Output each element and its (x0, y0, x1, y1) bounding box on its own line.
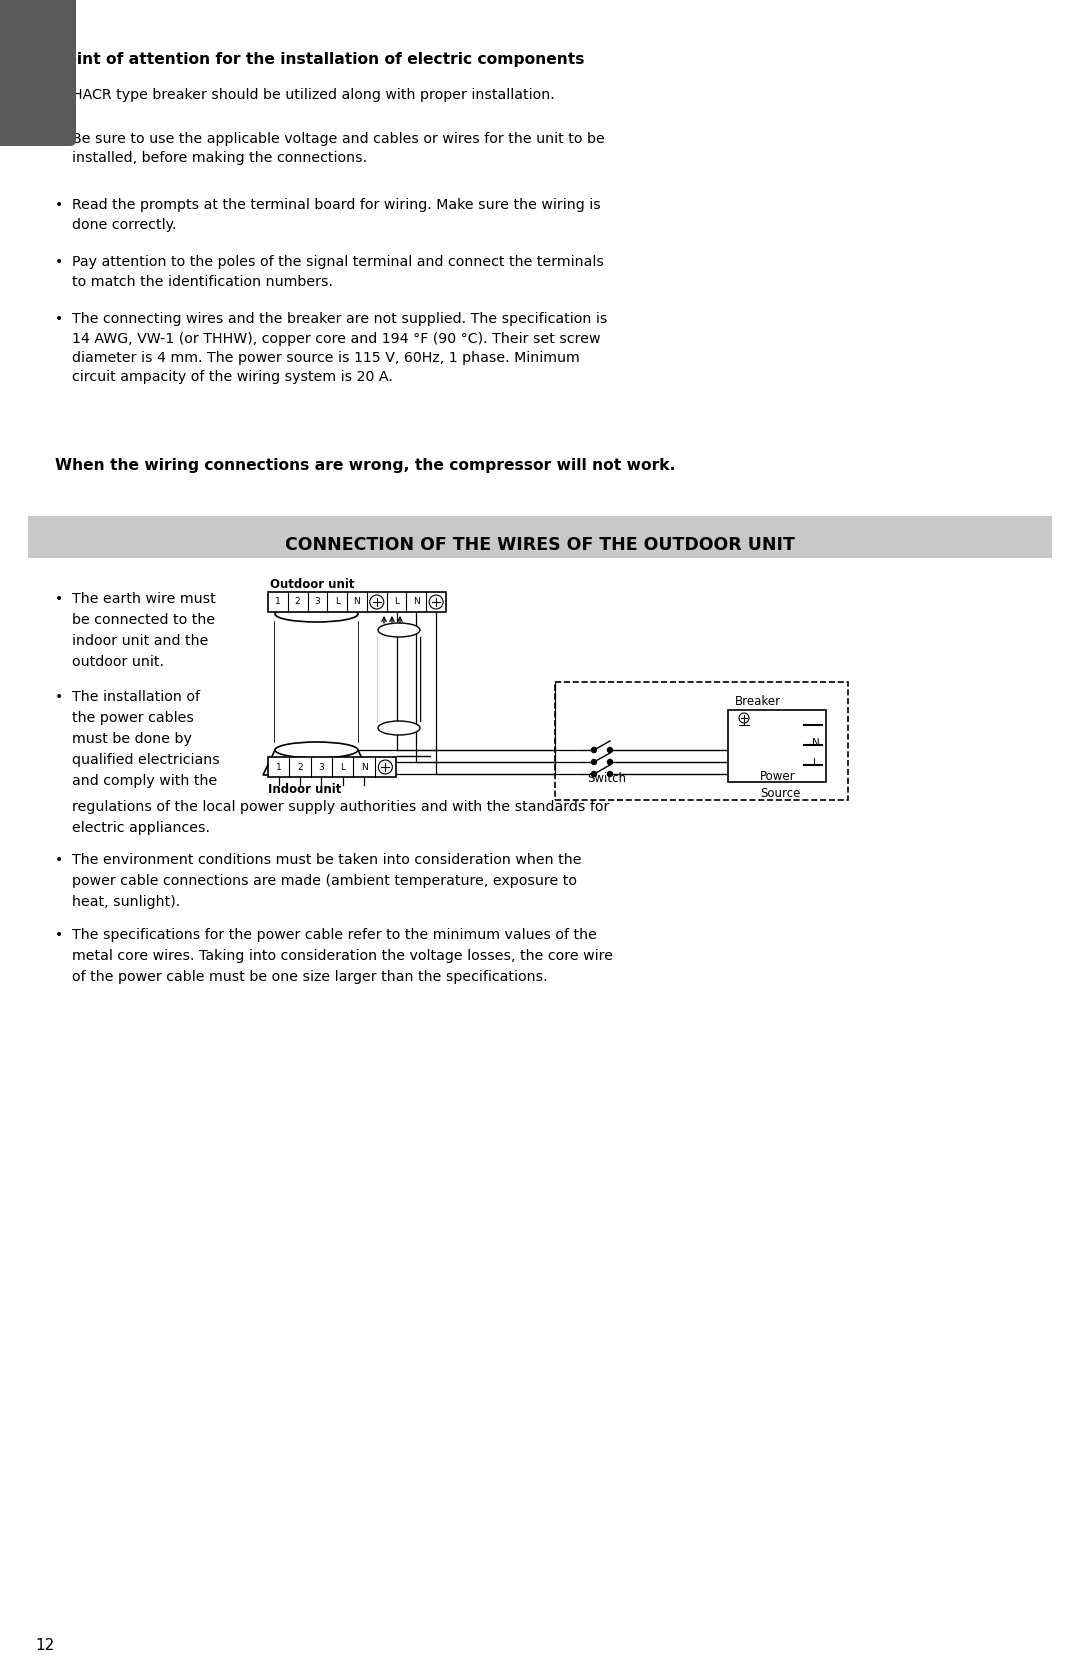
Text: CONNECTION OF THE WIRES OF THE OUTDOOR UNIT: CONNECTION OF THE WIRES OF THE OUTDOOR U… (285, 536, 795, 554)
Text: •: • (55, 928, 64, 941)
Ellipse shape (275, 606, 357, 623)
Text: The environment conditions must be taken into consideration when the: The environment conditions must be taken… (72, 853, 581, 866)
Text: be connected to the: be connected to the (72, 613, 215, 628)
Text: 2: 2 (295, 598, 300, 606)
Text: •: • (55, 853, 64, 866)
Text: 1: 1 (275, 763, 282, 771)
Text: qualified electricians: qualified electricians (72, 753, 219, 768)
Text: •: • (55, 132, 64, 145)
Text: L: L (394, 598, 399, 606)
Circle shape (739, 713, 750, 723)
Text: N: N (353, 598, 361, 606)
Text: Power
Source: Power Source (760, 769, 800, 799)
Bar (275, 614, 357, 749)
Text: L: L (335, 598, 340, 606)
Text: •: • (55, 199, 64, 212)
Text: regulations of the local power supply authorities and with the standards for: regulations of the local power supply au… (72, 799, 609, 814)
Text: 3: 3 (314, 598, 321, 606)
Text: L: L (340, 763, 346, 771)
Text: the power cables: the power cables (72, 711, 194, 724)
Polygon shape (264, 749, 370, 774)
Text: When the wiring connections are wrong, the compressor will not work.: When the wiring connections are wrong, t… (55, 457, 675, 472)
Circle shape (592, 771, 596, 776)
Text: Outdoor unit: Outdoor unit (270, 577, 354, 591)
Text: N: N (413, 598, 420, 606)
Circle shape (607, 771, 612, 776)
Text: 3: 3 (319, 763, 324, 771)
Text: Indoor unit: Indoor unit (268, 783, 341, 796)
Text: •: • (55, 689, 64, 704)
Circle shape (607, 748, 612, 753)
Text: N: N (361, 763, 367, 771)
Text: Point of attention for the installation of electric components: Point of attention for the installation … (55, 52, 584, 67)
Text: The earth wire must: The earth wire must (72, 592, 216, 606)
Circle shape (592, 748, 596, 753)
Text: The specifications for the power cable refer to the minimum values of the: The specifications for the power cable r… (72, 928, 597, 941)
Bar (268, 758, 396, 778)
Text: and comply with the: and comply with the (72, 774, 217, 788)
Text: Breaker: Breaker (735, 694, 781, 708)
Text: N: N (812, 738, 820, 748)
FancyBboxPatch shape (0, 0, 76, 145)
Circle shape (369, 596, 383, 609)
Text: Read the prompts at the terminal board for wiring. Make sure the wiring is
done : Read the prompts at the terminal board f… (72, 199, 600, 232)
Bar (268, 592, 446, 613)
Ellipse shape (378, 721, 420, 734)
Text: •: • (55, 592, 64, 606)
Text: must be done by: must be done by (72, 733, 192, 746)
Text: indoor unit and the: indoor unit and the (72, 634, 208, 648)
Text: 2: 2 (297, 763, 302, 771)
Circle shape (378, 759, 392, 774)
Text: metal core wires. Taking into consideration the voltage losses, the core wire: metal core wires. Taking into considerat… (72, 950, 613, 963)
Text: electric appliances.: electric appliances. (72, 821, 210, 834)
Text: L: L (813, 758, 819, 768)
Text: Be sure to use the applicable voltage and cables or wires for the unit to be
ins: Be sure to use the applicable voltage an… (72, 132, 605, 165)
Ellipse shape (378, 623, 420, 638)
Text: of the power cable must be one size larger than the specifications.: of the power cable must be one size larg… (72, 970, 548, 985)
Bar (28, 516, 1052, 557)
Text: 12: 12 (35, 1637, 54, 1652)
Text: power cable connections are made (ambient temperature, exposure to: power cable connections are made (ambien… (72, 875, 577, 888)
Text: The connecting wires and the breaker are not supplied. The specification is
14 A: The connecting wires and the breaker are… (72, 312, 607, 384)
Text: •: • (55, 312, 64, 325)
Circle shape (592, 759, 596, 764)
Text: 1: 1 (275, 598, 281, 606)
Circle shape (429, 596, 443, 609)
Ellipse shape (275, 743, 357, 758)
Text: •: • (55, 88, 64, 102)
Bar (555, 683, 848, 799)
Text: •: • (55, 255, 64, 269)
Bar (728, 709, 826, 783)
Text: HACR type breaker should be utilized along with proper installation.: HACR type breaker should be utilized alo… (72, 88, 555, 102)
Text: Switch: Switch (588, 773, 626, 784)
Text: outdoor unit.: outdoor unit. (72, 654, 164, 669)
Text: heat, sunlight).: heat, sunlight). (72, 895, 180, 910)
Circle shape (607, 759, 612, 764)
Text: The installation of: The installation of (72, 689, 200, 704)
Text: Pay attention to the poles of the signal terminal and connect the terminals
to m: Pay attention to the poles of the signal… (72, 255, 604, 289)
Bar (378, 629, 420, 728)
